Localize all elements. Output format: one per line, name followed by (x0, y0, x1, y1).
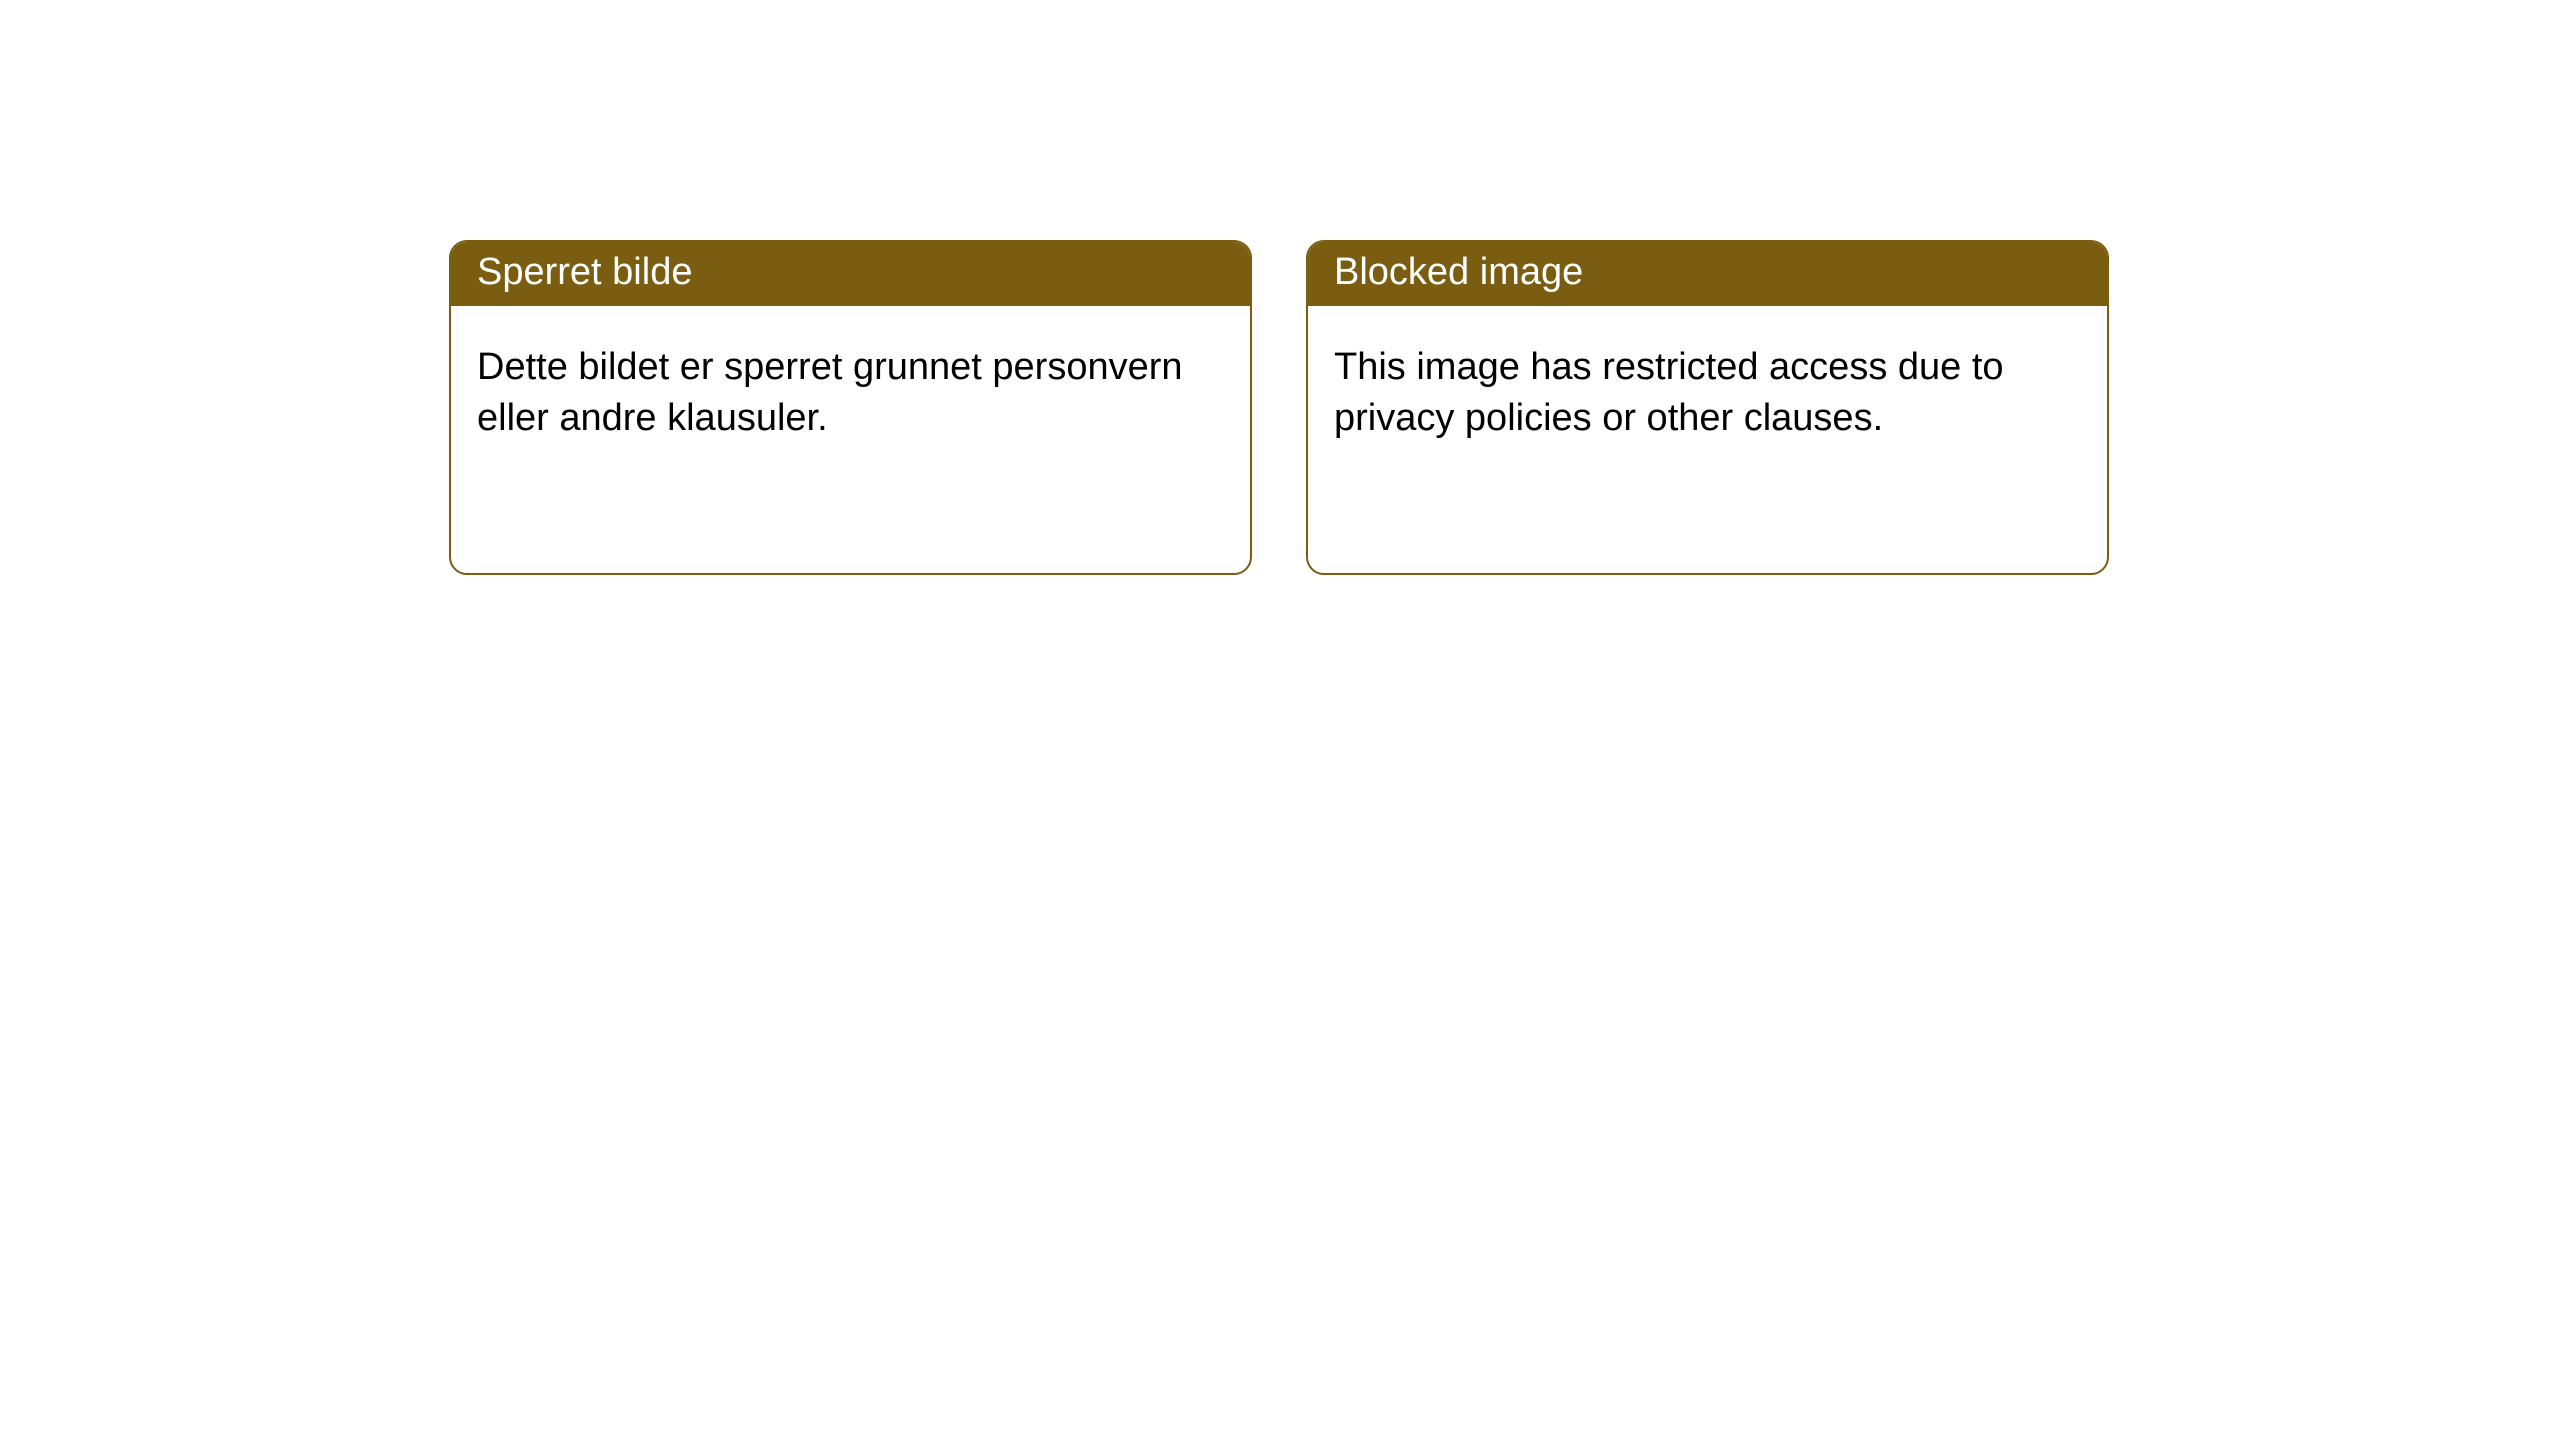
notice-body: Dette bildet er sperret grunnet personve… (451, 306, 1250, 481)
notice-body-text: This image has restricted access due to … (1334, 346, 2004, 439)
notice-title: Sperret bilde (477, 251, 692, 293)
notice-card-english: Blocked image This image has restricted … (1306, 240, 2109, 575)
notice-title: Blocked image (1334, 251, 1583, 293)
notice-card-norwegian: Sperret bilde Dette bildet er sperret gr… (449, 240, 1252, 575)
notice-header: Sperret bilde (451, 242, 1250, 306)
notice-container: Sperret bilde Dette bildet er sperret gr… (0, 0, 2560, 575)
notice-header: Blocked image (1308, 242, 2107, 306)
notice-body-text: Dette bildet er sperret grunnet personve… (477, 346, 1183, 439)
notice-body: This image has restricted access due to … (1308, 306, 2107, 481)
